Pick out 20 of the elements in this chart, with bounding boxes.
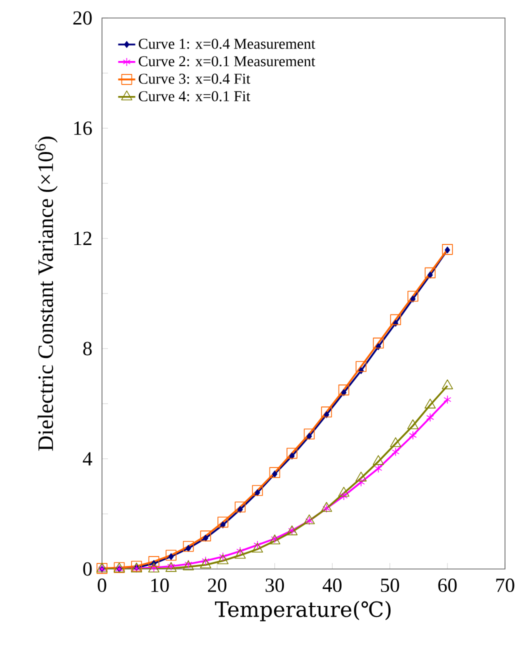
x-tick-label: 50 bbox=[381, 578, 400, 592]
legend-label: Curve 1: x=0.4 Measurement bbox=[138, 38, 316, 49]
x-tick-label: 70 bbox=[496, 578, 514, 592]
y-tick-label: 16 bbox=[74, 121, 92, 135]
x-tick-label: 40 bbox=[322, 578, 342, 592]
y-tick-label: 0 bbox=[83, 562, 92, 576]
x-tick-label: 0 bbox=[98, 578, 106, 592]
x-tick-label: 10 bbox=[151, 578, 169, 592]
x-tick-label: 60 bbox=[438, 578, 457, 592]
y-tick-label: 4 bbox=[82, 452, 92, 466]
y-axis-title: Dielectric Constant Variance (×10$^{6}$) bbox=[35, 136, 58, 451]
y-tick-label: 8 bbox=[83, 342, 92, 356]
legend-label: Curve 3: x=0.4 Fit bbox=[138, 74, 250, 84]
x-tick-label: 30 bbox=[266, 578, 284, 592]
legend-label: Curve 4: x=0.1 Fit bbox=[138, 91, 250, 102]
y-tick-label: 20 bbox=[73, 11, 92, 25]
x-tick-label: 20 bbox=[208, 578, 226, 592]
legend-label: Curve 2: x=0.1 Measurement bbox=[138, 56, 316, 66]
y-tick-label: 12 bbox=[74, 232, 92, 246]
x-axis-title: Temperature(℃) bbox=[214, 600, 391, 622]
